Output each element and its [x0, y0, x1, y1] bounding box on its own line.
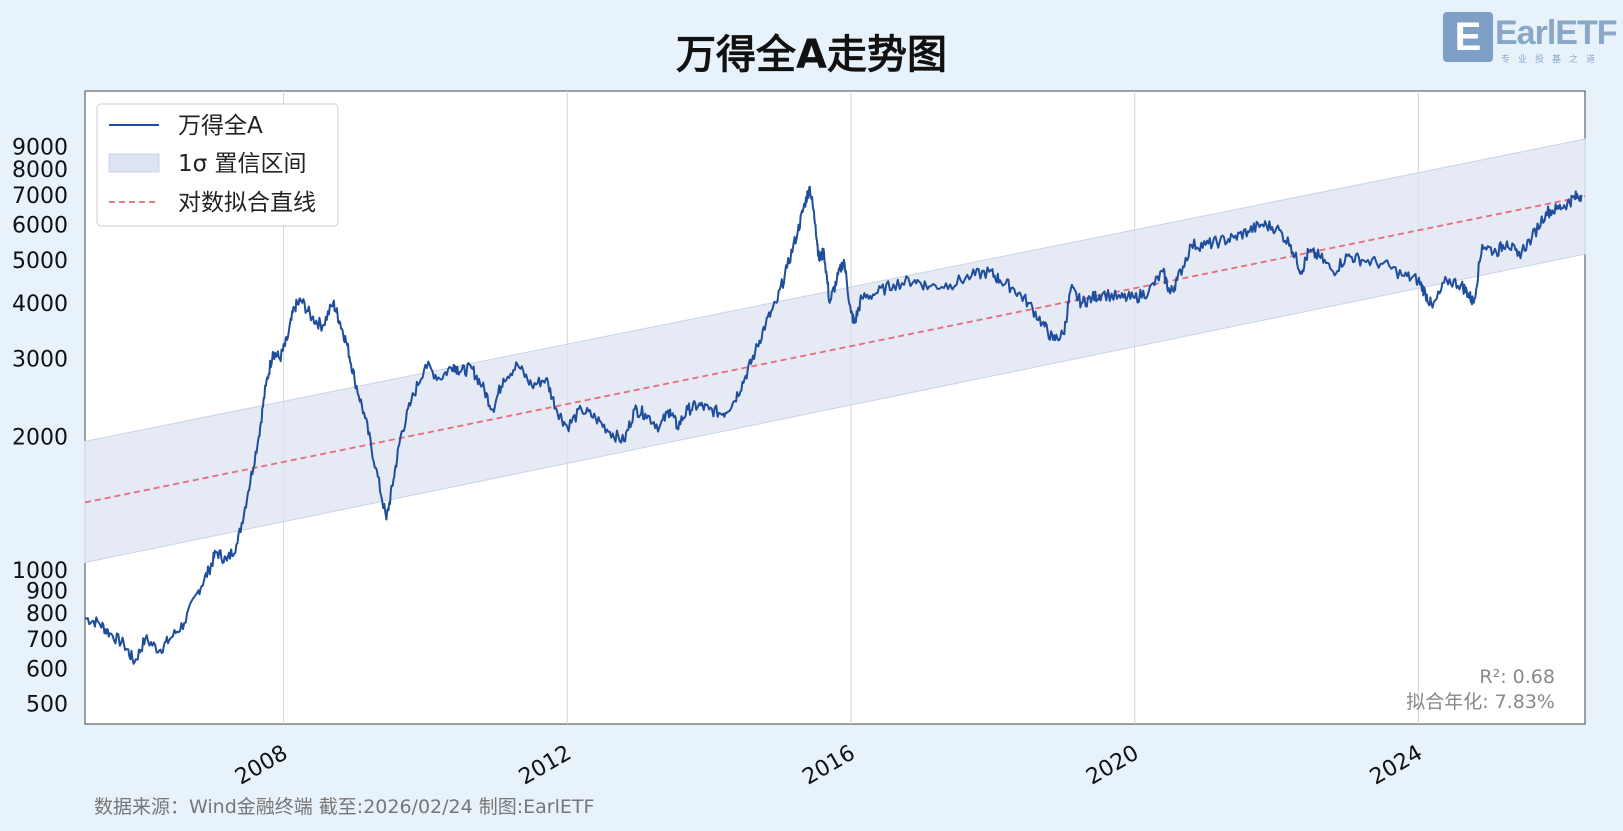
y-tick-label-900: 900 — [26, 579, 68, 604]
y-tick-label-5000: 5000 — [12, 249, 68, 274]
source-footer: 数据来源：Wind金融终端 截至:2026/02/24 制图:EarlETF — [94, 796, 595, 818]
x-axis-labels: 2008 2012 2016 2020 2024 — [231, 741, 1427, 791]
logo-text: EarlETF — [1495, 14, 1617, 52]
fit-line — [84, 195, 1586, 504]
y-tick-label-600: 600 — [26, 658, 68, 683]
r-squared-label: R²: 0.68 — [1479, 666, 1555, 688]
y-tick-label-1000: 1000 — [12, 559, 68, 584]
legend-label-fit: 对数拟合直线 — [178, 190, 316, 216]
y-tick-label-800: 800 — [26, 602, 68, 627]
series-line-wind-a — [84, 185, 1583, 665]
chart-title: 万得全A走势图 — [676, 32, 947, 78]
y-tick-label-7000: 7000 — [12, 184, 68, 209]
x-tick-label-2024: 2024 — [1366, 741, 1427, 791]
x-tick-label-2020: 2020 — [1082, 741, 1143, 791]
x-tick-label-2016: 2016 — [799, 741, 860, 791]
y-tick-label-9000: 9000 — [12, 135, 68, 160]
y-tick-label-700: 700 — [26, 628, 68, 653]
y-tick-label-3000: 3000 — [12, 347, 68, 372]
y-tick-label-8000: 8000 — [12, 158, 68, 183]
logo-mark-icon: E — [1443, 12, 1493, 62]
logo-tagline: 专业投基之道 — [1501, 55, 1604, 65]
brand-logo: E EarlETF 专业投基之道 — [1443, 12, 1617, 66]
legend-swatch-band — [108, 153, 160, 173]
x-tick-label-2008: 2008 — [231, 741, 292, 791]
annual-rate-label: 拟合年化: 7.83% — [1406, 691, 1555, 713]
y-tick-label-500: 500 — [26, 693, 68, 718]
legend-box — [96, 103, 339, 227]
legend-label-series: 万得全A — [178, 113, 263, 139]
legend-label-band: 1σ 置信区间 — [178, 151, 307, 177]
legend: 万得全A 1σ 置信区间 对数拟合直线 — [96, 103, 339, 227]
y-tick-label-6000: 6000 — [12, 214, 68, 239]
y-tick-label-4000: 4000 — [12, 292, 68, 317]
x-tick-label-2012: 2012 — [515, 741, 576, 791]
y-tick-label-2000: 2000 — [12, 425, 68, 450]
